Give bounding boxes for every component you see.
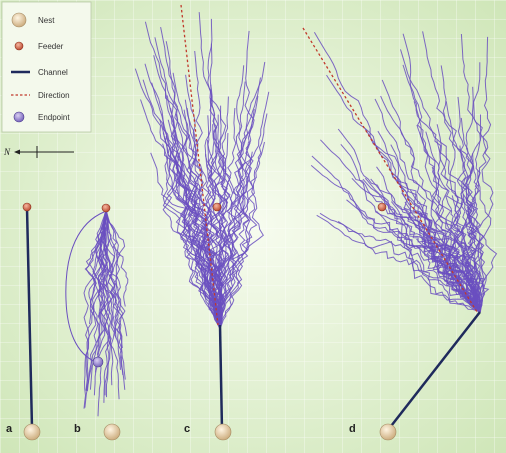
path-trace-d (404, 201, 481, 313)
channel-panel-c (218, 324, 224, 431)
path-trace-b (104, 209, 116, 386)
path-trace-d (381, 79, 481, 313)
feeder-panel-d (377, 202, 387, 212)
path-trace-b (105, 209, 126, 390)
path-trace-c (174, 155, 221, 329)
path-trace-b (84, 209, 109, 408)
path-trace-b (105, 209, 129, 307)
path-trace-c (215, 132, 238, 329)
path-trace-c (206, 124, 230, 329)
path-trace-c (219, 141, 265, 329)
nest-panel-d (379, 423, 397, 441)
path-trace-d (316, 214, 481, 313)
path-trace-d (390, 144, 481, 313)
path-trace-d (311, 155, 481, 313)
path-trace-c (219, 77, 261, 329)
direction-line-panel-c (180, 4, 219, 326)
path-trace-c (154, 37, 221, 329)
legend-label-channel: Channel (38, 68, 68, 77)
path-trace-c (186, 107, 224, 329)
path-trace-c (134, 68, 221, 328)
endpoint-icon (13, 111, 25, 123)
panel-label-b: b (74, 423, 81, 435)
path-trace-d (402, 33, 481, 313)
path-trace-b (98, 209, 112, 403)
panel-label-a: a (6, 423, 13, 435)
path-trace-c (153, 55, 221, 329)
feeder-icon (14, 41, 24, 51)
north-arrow-icon (14, 149, 20, 155)
path-trace-c (140, 99, 221, 329)
path-trace-b (83, 209, 107, 391)
nest-panel-b (103, 423, 121, 441)
path-trace-b (105, 209, 121, 334)
path-trace-c (198, 115, 224, 328)
legend-item-channel: Channel (11, 68, 68, 77)
path-trace-d (402, 64, 481, 312)
path-trace-c (219, 113, 268, 329)
path-trace-c (204, 98, 234, 329)
nest-icon (11, 12, 27, 28)
panel-label-d: d (349, 423, 356, 435)
endpoint-panel-b (92, 356, 104, 368)
legend-item-nest: Nest (11, 12, 55, 28)
path-trace-c (207, 18, 229, 329)
legend-label-direction: Direction (38, 91, 70, 100)
path-trace-d (443, 195, 481, 313)
path-trace-c (165, 41, 221, 329)
path-trace-c (144, 63, 221, 329)
path-trace-d (337, 220, 481, 313)
path-trace-d (451, 195, 481, 313)
path-trace-d (460, 33, 483, 313)
path-trace-d (374, 98, 481, 313)
path-trace-d (375, 210, 481, 313)
path-trace-b (104, 209, 126, 380)
legend-item-feeder: Feeder (14, 41, 64, 51)
path-trace-c (219, 30, 255, 329)
path-trace-d (412, 221, 481, 313)
channel-panel-a (25, 207, 34, 429)
panel-label-c: c (184, 423, 190, 435)
path-trace-d (319, 212, 481, 313)
nest-panel-c (214, 423, 232, 441)
path-trace-d (436, 232, 486, 312)
path-trace-d (464, 220, 490, 313)
path-trace-b (104, 209, 120, 400)
feeder-panel-a (22, 202, 32, 212)
legend-label-feeder: Feeder (38, 42, 64, 51)
path-trace-c (197, 12, 227, 329)
path-trace-d (462, 86, 487, 313)
feeder-panel-c (212, 202, 222, 212)
direction-line-panel-d (302, 27, 478, 313)
path-trace-d (456, 96, 486, 313)
path-trace-b (97, 209, 123, 349)
path-trace-d (422, 31, 481, 313)
path-trace-b (65, 211, 105, 363)
feeder-panel-b (101, 203, 111, 213)
path-trace-d (468, 114, 498, 313)
path-trace-d (436, 124, 481, 312)
nest-panel-a (23, 423, 41, 441)
compass-label: N (3, 147, 11, 157)
legend-item-endpoint: Endpoint (13, 111, 70, 123)
path-trace-c (219, 109, 255, 329)
legend-label-nest: Nest (38, 16, 55, 25)
compass: N (3, 146, 74, 158)
legend: Nest Feeder Channel Direction Endpoint (1, 1, 92, 133)
legend-item-direction: Direction (11, 91, 70, 100)
legend-label-endpoint: Endpoint (38, 113, 70, 122)
channel-panel-d (387, 311, 481, 431)
path-trace-c (165, 135, 221, 328)
